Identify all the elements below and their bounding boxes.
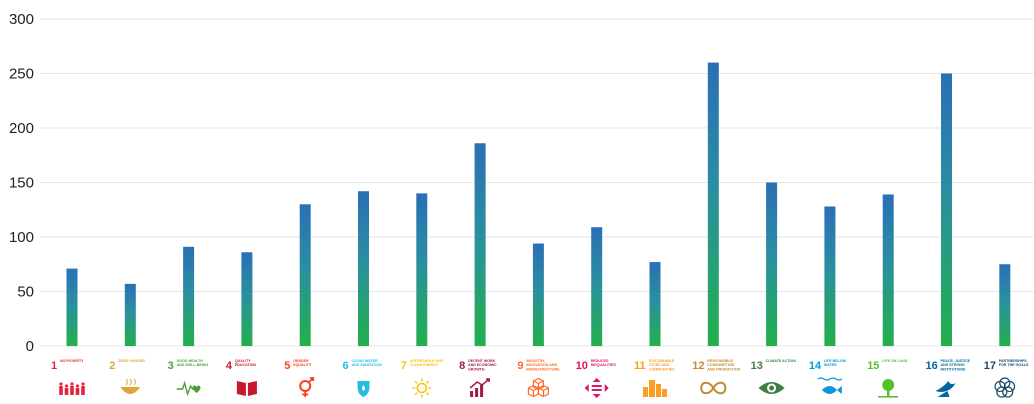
y-tick-label: 50 — [17, 284, 34, 301]
sdg-goal-label: CLEAN WATER AND SANITATION — [352, 359, 383, 367]
rings-icon — [994, 377, 1016, 398]
bar-goal-13 — [766, 182, 778, 346]
sdg-icon-goal-17: 17 PARTNERSHIPS FOR THE GOALS — [984, 359, 1029, 398]
sdg-icon-goal-14: 14 LIFE BELOW WATER — [809, 359, 847, 394]
book-icon — [236, 381, 257, 396]
sdg-goal-label: GENDER EQUALITY — [293, 359, 312, 367]
sun-icon — [412, 378, 432, 398]
fish-icon — [817, 377, 843, 394]
sdg-icon-goal-6: 6 CLEAN WATER AND SANITATION — [343, 359, 383, 397]
sdg-icon-goal-2: 2 ZERO HUNGER — [109, 359, 145, 394]
sdg-goal-number: 14 — [809, 360, 822, 372]
bar-goal-4 — [241, 252, 253, 346]
sdg-goal-label: LIFE ON LAND — [882, 359, 908, 363]
bars — [66, 62, 1011, 346]
bar-goal-5 — [299, 204, 311, 346]
y-axis-tick-labels: 0 50 100 150 200 250 300 — [9, 11, 34, 355]
sdg-goal-number: 6 — [343, 360, 349, 372]
cubes-icon — [527, 377, 550, 398]
sdg-icon-goal-13: 13 CLIMATE ACTION — [751, 359, 797, 394]
bar-goal-15 — [882, 194, 894, 346]
sdg-icon-goal-7: 7 AFFORDABLE AND CLEAN ENERGY — [401, 359, 444, 398]
sdg-goal-number: 2 — [109, 360, 115, 372]
sdg-icon-goal-12: 12 RESPONSIBLE CONSUMPTION AND PRODUCTION — [692, 359, 741, 395]
sdg-category-icons: 1 NO POVERTY 2 ZERO HUNGER 3 GOOD HEALTH AND W… — [51, 359, 1029, 398]
y-tick-label: 250 — [9, 66, 34, 83]
sdg-goal-number: 7 — [401, 360, 407, 372]
sdg-goal-label: QUALITY EDUCATION — [235, 359, 256, 367]
y-tick-label: 100 — [9, 229, 34, 246]
sdg-goal-number: 10 — [576, 360, 588, 372]
eye-globe-icon — [758, 382, 785, 394]
sdg-icon-goal-5: 5 GENDER EQUALITY — [284, 359, 315, 397]
sdg-goal-label: GOOD HEALTH AND WELL-BEING — [177, 359, 209, 367]
bar-goal-1 — [66, 268, 78, 346]
bar-goal-3 — [183, 246, 195, 346]
sdg-goal-label: DECENT WORK AND ECONOMIC GROWTH — [468, 359, 497, 371]
equal-arrows-icon — [584, 378, 609, 398]
sdg-goal-number: 1 — [51, 360, 57, 372]
bowl-icon — [120, 378, 141, 394]
bar-goal-11 — [649, 262, 661, 346]
sdg-icon-goal-8: 8 DECENT WORK AND ECONOMIC GROWTH — [459, 359, 497, 397]
sdg-goal-number: 16 — [926, 360, 938, 372]
sdg-goal-label: LIFE BELOW WATER — [824, 359, 847, 367]
sdg-icon-goal-15: 15 LIFE ON LAND — [867, 359, 908, 398]
infinity-icon — [700, 381, 727, 395]
sdg-icon-goal-3: 3 GOOD HEALTH AND WELL-BEING — [168, 359, 209, 397]
sdg-icon-goal-4: 4 QUALITY EDUCATION — [226, 359, 257, 396]
family-icon — [59, 382, 85, 395]
tree-icon — [878, 379, 899, 398]
heartbeat-icon — [176, 380, 201, 397]
sdg-goal-number: 8 — [459, 360, 465, 372]
sdg-goal-label: REDUCED INEQUALITIES — [591, 359, 617, 367]
bar-goal-12 — [707, 62, 719, 346]
gender-icon — [299, 377, 315, 397]
sdg-goal-number: 13 — [751, 360, 763, 372]
sdg-goal-label: RESPONSIBLE CONSUMPTION AND PRODUCTION — [707, 359, 740, 371]
bar-goal-9 — [532, 243, 544, 346]
sdg-goal-label: PEACE, JUSTICE AND STRONG INSTITUTIONS — [941, 359, 971, 371]
sdg-goal-label: AFFORDABLE AND CLEAN ENERGY — [410, 359, 444, 367]
sdg-goal-label: INDUSTRY, INNOVATION AND INFRASTRUCTURE — [526, 359, 560, 371]
bar-goal-17 — [999, 264, 1011, 346]
sdg-goal-number: 4 — [226, 360, 233, 372]
sdg-goal-number: 17 — [984, 360, 996, 372]
sdg-goal-label: NO POVERTY — [60, 359, 84, 363]
bar-goal-14 — [824, 206, 836, 346]
sdg-goal-number: 5 — [284, 360, 290, 372]
sdg-icon-goal-10: 10 REDUCED INEQUALITIES — [576, 359, 617, 398]
dove-icon — [935, 381, 956, 397]
growth-chart-icon — [469, 378, 490, 397]
sdg-goal-number: 11 — [634, 360, 646, 372]
bar-goal-16 — [941, 73, 952, 346]
bar-goal-10 — [591, 227, 603, 346]
sdg-goal-number: 3 — [168, 360, 174, 372]
bar-goal-2 — [124, 283, 136, 346]
sdg-goal-label: CLIMATE ACTION — [766, 359, 797, 363]
sdg-icon-goal-11: 11 SUSTAINABLE CITIES AND COMMUNITIES — [634, 359, 675, 397]
bar-goal-7 — [416, 193, 428, 346]
sdg-goal-number: 9 — [517, 360, 523, 372]
y-tick-label: 200 — [9, 120, 34, 137]
sdg-icon-goal-1: 1 NO POVERTY — [51, 359, 85, 395]
water-drop-icon — [357, 381, 370, 397]
y-tick-label: 300 — [9, 11, 34, 28]
buildings-icon — [643, 380, 667, 397]
sdg-goal-number: 12 — [692, 360, 704, 372]
bar-goal-6 — [358, 191, 369, 346]
sdg-goal-label: ZERO HUNGER — [118, 359, 145, 363]
bar-goal-8 — [474, 143, 486, 346]
sdg-goal-number: 15 — [867, 360, 879, 372]
y-tick-label: 0 — [26, 338, 34, 355]
sdg-icon-goal-16: 16 PEACE, JUSTICE AND STRONG INSTITUTIONS — [926, 359, 971, 397]
sdg-goal-label: SUSTAINABLE CITIES AND COMMUNITIES — [649, 359, 675, 371]
sdg-goal-label: PARTNERSHIPS FOR THE GOALS — [999, 359, 1029, 367]
gridlines — [40, 18, 1034, 347]
y-tick-label: 150 — [9, 175, 34, 192]
sdg-icon-goal-9: 9 INDUSTRY, INNOVATION AND INFRASTRUCTURE — [517, 359, 560, 398]
